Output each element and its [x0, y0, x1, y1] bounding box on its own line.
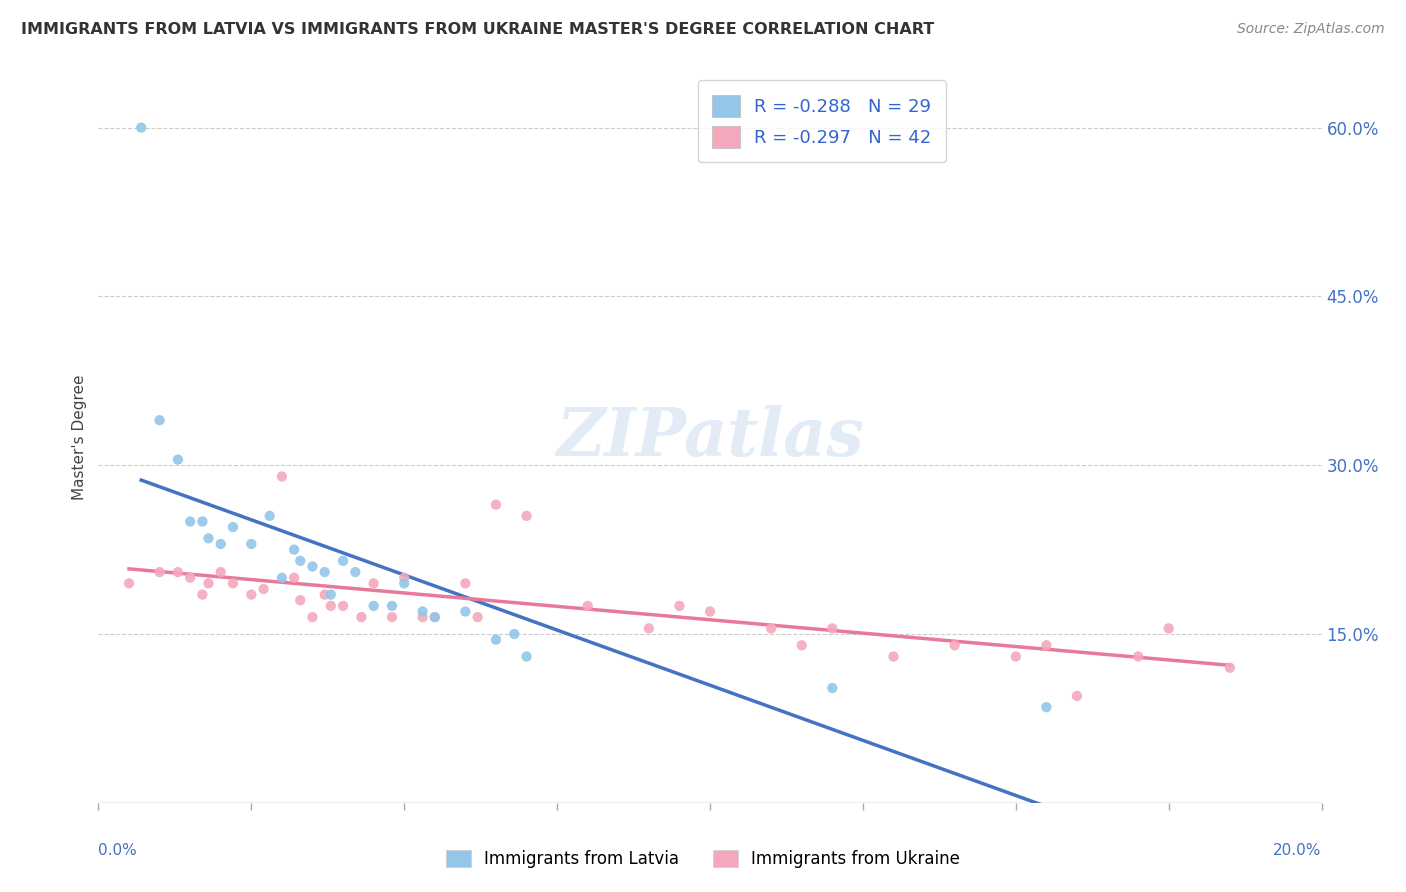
Point [1157, 621, 1180, 635]
Point [283, 571, 305, 585]
Legend: Immigrants from Latvia, Immigrants from Ukraine: Immigrants from Latvia, Immigrants from … [440, 843, 966, 875]
Point [759, 621, 782, 635]
Point [699, 605, 721, 619]
Point [314, 588, 336, 602]
Text: IMMIGRANTS FROM LATVIA VS IMMIGRANTS FROM UKRAINE MASTER'S DEGREE CORRELATION CH: IMMIGRANTS FROM LATVIA VS IMMIGRANTS FRO… [21, 22, 935, 37]
Point [821, 621, 844, 635]
Point [179, 571, 201, 585]
Point [118, 576, 141, 591]
Point [332, 599, 354, 613]
Point [454, 576, 477, 591]
Point [149, 413, 172, 427]
Point [179, 515, 201, 529]
Point [332, 554, 354, 568]
Point [290, 593, 312, 607]
Point [363, 576, 385, 591]
Point [191, 588, 214, 602]
Text: Source: ZipAtlas.com: Source: ZipAtlas.com [1237, 22, 1385, 37]
Point [344, 565, 367, 579]
Point [454, 605, 477, 619]
Point [883, 649, 905, 664]
Point [197, 576, 219, 591]
Point [381, 599, 404, 613]
Point [392, 571, 416, 585]
Point [392, 576, 416, 591]
Point [1066, 689, 1088, 703]
Point [191, 515, 214, 529]
Point [503, 627, 526, 641]
Point [290, 554, 312, 568]
Point [240, 588, 263, 602]
Text: ZIPatlas: ZIPatlas [557, 405, 863, 469]
Point [259, 508, 281, 523]
Text: 0.0%: 0.0% [98, 843, 138, 858]
Point [283, 542, 305, 557]
Point [167, 452, 190, 467]
Point [240, 537, 263, 551]
Point [790, 638, 813, 652]
Point [270, 571, 292, 585]
Point [1035, 700, 1057, 714]
Point [319, 588, 342, 602]
Legend: R = -0.288   N = 29, R = -0.297   N = 42: R = -0.288 N = 29, R = -0.297 N = 42 [697, 80, 946, 162]
Point [943, 638, 966, 652]
Point [485, 498, 508, 512]
Point [412, 610, 434, 624]
Point [1128, 649, 1150, 664]
Point [301, 559, 323, 574]
Point [197, 532, 219, 546]
Point [270, 469, 292, 483]
Point [209, 537, 232, 551]
Point [167, 565, 190, 579]
Point [252, 582, 274, 596]
Point [467, 610, 489, 624]
Point [637, 621, 661, 635]
Point [412, 605, 434, 619]
Point [222, 576, 245, 591]
Point [485, 632, 508, 647]
Point [381, 610, 404, 624]
Point [576, 599, 599, 613]
Point [821, 681, 844, 695]
Point [301, 610, 323, 624]
Point [516, 649, 538, 664]
Point [209, 565, 232, 579]
Point [1219, 661, 1241, 675]
Point [516, 508, 538, 523]
Point [1035, 638, 1057, 652]
Point [363, 599, 385, 613]
Point [222, 520, 245, 534]
Point [319, 599, 342, 613]
Point [668, 599, 690, 613]
Y-axis label: Master's Degree: Master's Degree [72, 375, 87, 500]
Text: 20.0%: 20.0% [1274, 843, 1322, 858]
Point [423, 610, 446, 624]
Point [1004, 649, 1026, 664]
Point [423, 610, 446, 624]
Point [129, 120, 152, 135]
Point [314, 565, 336, 579]
Point [350, 610, 373, 624]
Point [149, 565, 172, 579]
